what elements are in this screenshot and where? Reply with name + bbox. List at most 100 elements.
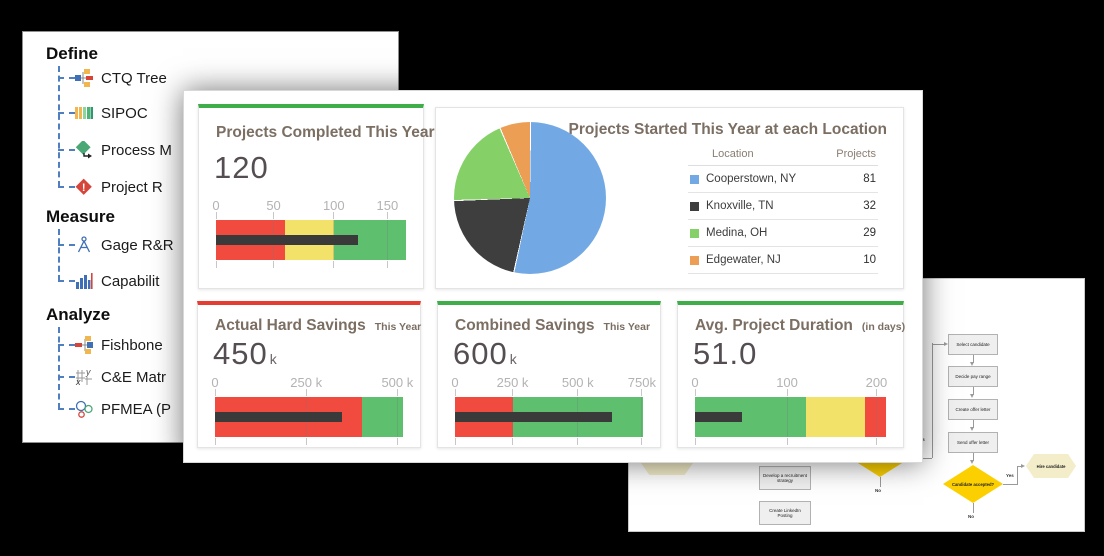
card-projects-started[interactable]: Projects Started This Year at each Locat…	[435, 107, 904, 289]
flow-step-decide-pay-range: Decide pay range	[948, 366, 998, 387]
card-value: 450 k	[213, 336, 278, 371]
tick-mark	[875, 389, 877, 396]
flow-no-label: No	[875, 488, 881, 493]
sidebar-item-sipoc[interactable]: SIPOC	[75, 101, 148, 125]
arrow-right-icon	[944, 341, 948, 346]
flow-step-develop-recruitment-strategy: Develop a recruitment strategy	[759, 466, 811, 490]
sipoc-icon	[75, 104, 93, 122]
bullet-measure-bar	[695, 412, 742, 422]
sidebar-item-ctq-tree[interactable]: CTQ Tree	[75, 66, 167, 90]
tick-mark	[694, 389, 696, 396]
tick-mark	[786, 438, 788, 445]
bullet-band	[361, 397, 403, 437]
tree-connector	[58, 186, 75, 188]
fishbone-icon	[75, 336, 93, 354]
bullet-band	[865, 397, 886, 437]
axis-tick-label: 500 k	[381, 375, 414, 390]
card-subtitle: This Year	[374, 321, 422, 333]
sidebar-item-label: Project R	[101, 178, 163, 196]
sidebar-item-project-risk[interactable]: ! Project R	[75, 175, 163, 199]
gridline	[875, 397, 877, 437]
legend-col-projects: Projects	[836, 148, 876, 160]
section-heading-measure: Measure	[46, 207, 115, 226]
axis-tick-label: 50	[266, 198, 281, 213]
tick-mark	[577, 389, 579, 396]
card-projects-completed[interactable]: Projects Completed This Year 120 0 50 100 1…	[198, 104, 435, 289]
svg-text:y: y	[85, 368, 91, 377]
legend-chip-edgewater	[690, 255, 699, 265]
pie-chart	[454, 122, 606, 274]
tick-mark	[305, 389, 307, 396]
sidebar-item-gage-rr[interactable]: Gage R&R	[75, 233, 174, 257]
gage-icon	[75, 236, 93, 254]
sidebar-item-capability[interactable]: Capabilit	[75, 269, 159, 293]
flow-yes-label: Yes	[1006, 473, 1014, 478]
bullet-chart-combined-savings	[454, 389, 643, 445]
card-actual-hard-savings[interactable]: Actual Hard Savings This Year 450 k 0 250 k…	[197, 301, 421, 448]
tick-mark	[215, 212, 217, 219]
axis-tick-label: 200	[865, 375, 888, 390]
axis-tick-label: 750k	[627, 375, 656, 390]
tree-connector	[58, 327, 60, 409]
legend-header: Location Projects	[688, 148, 878, 166]
legend-row: Cooperstown, NY 81	[688, 166, 878, 193]
section-heading-analyze: Analyze	[46, 305, 111, 324]
sidebar-item-label: Capabilit	[101, 272, 160, 290]
flow-step-create-offer-letter: Create offer letter	[948, 399, 998, 420]
tick-mark	[333, 261, 335, 268]
flow-step-select-candidate: Select candidate	[948, 334, 998, 355]
tick-mark	[694, 438, 696, 445]
gridline	[641, 397, 643, 437]
legend-row: Medina, OH 29	[688, 220, 878, 247]
sidebar-item-fishbone[interactable]: Fishbone	[75, 333, 163, 357]
flow-connector	[972, 420, 974, 428]
tick-mark	[641, 389, 643, 396]
project-risk-icon: !	[75, 178, 93, 196]
sidebar-item-label: Gage R&R	[101, 236, 174, 254]
tick-mark	[396, 438, 398, 445]
flow-connector	[1017, 465, 1022, 467]
gridline	[386, 220, 388, 260]
section-heading-define: Define	[46, 44, 98, 63]
svg-text:!: !	[82, 182, 86, 194]
flow-connector	[932, 343, 933, 458]
dashboard-panel: Projects Completed This Year 120 0 50 100 1…	[183, 90, 923, 463]
sidebar-item-label: Process M	[101, 141, 172, 159]
sidebar-item-process-map[interactable]: Process M	[75, 138, 172, 162]
legend-row: Knoxville, TN 32	[688, 193, 878, 220]
card-title: Avg. Project Duration (in days)	[695, 317, 906, 334]
sidebar-item-label: SIPOC	[101, 104, 148, 122]
tick-mark	[396, 389, 398, 396]
tree-connector	[58, 408, 75, 410]
bullet-axis: 0 50 100 150	[212, 198, 406, 214]
tick-mark	[512, 438, 514, 445]
bullet-axis: 0 100 200	[691, 375, 888, 391]
tick-mark	[214, 438, 216, 445]
card-combined-savings[interactable]: Combined Savings This Year 600 k 0 250 k 500…	[437, 301, 661, 448]
svg-text:x: x	[75, 377, 81, 386]
axis-tick-label: 0	[451, 375, 459, 390]
pie-legend: Location Projects Cooperstown, NY 81 Kno…	[688, 148, 878, 274]
bullet-measure-bar	[215, 412, 342, 422]
tick-mark	[273, 261, 275, 268]
axis-tick-label: 250 k	[496, 375, 529, 390]
arrow-right-icon	[1021, 463, 1025, 468]
tick-mark	[454, 389, 456, 396]
process-map-icon	[75, 139, 93, 159]
bullet-band	[806, 397, 866, 437]
axis-tick-label: 100	[776, 375, 798, 390]
flow-step-create-linkedin-posting: Create LinkedIn Posting	[759, 501, 811, 525]
pfmea-icon	[75, 400, 93, 418]
tick-mark	[641, 438, 643, 445]
gridline	[396, 397, 398, 437]
axis-tick-label: 0	[211, 375, 219, 390]
card-avg-project-duration[interactable]: Avg. Project Duration (in days) 51.0 0 100…	[677, 301, 906, 448]
tree-connector	[58, 66, 60, 187]
axis-tick-label: 150	[376, 198, 399, 213]
card-title: Actual Hard Savings This Year	[215, 317, 422, 334]
sidebar-item-label: Fishbone	[101, 336, 163, 354]
sidebar-item-pfmea[interactable]: PFMEA (P	[75, 397, 171, 421]
sidebar-item-label: CTQ Tree	[101, 69, 167, 87]
